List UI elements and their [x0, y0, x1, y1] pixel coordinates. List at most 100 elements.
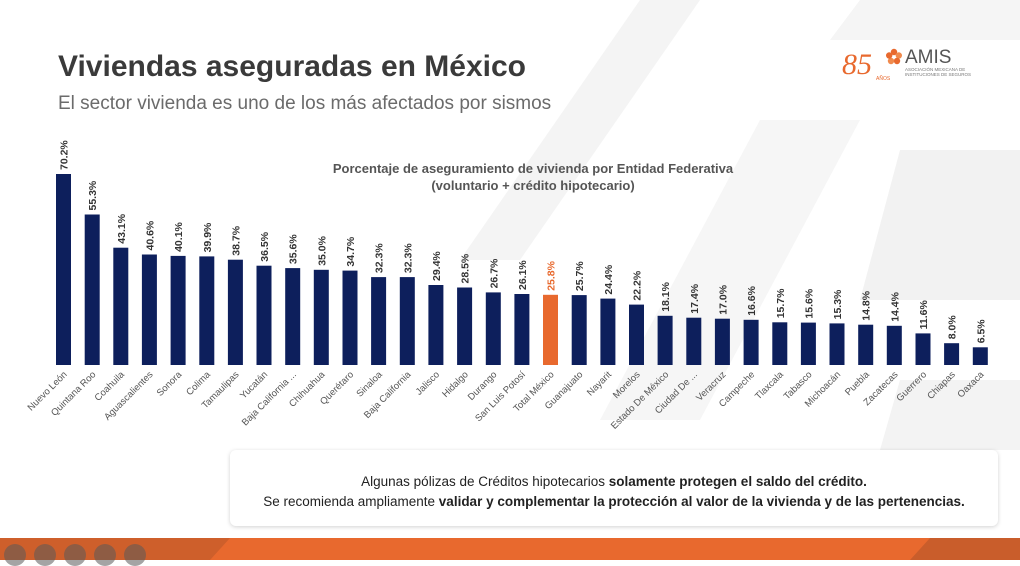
data-label-10: 34.7% — [345, 236, 357, 266]
logo-name: AMIS — [905, 47, 951, 68]
data-label-17: 25.8% — [546, 260, 558, 290]
logo-flower-icon — [886, 48, 902, 65]
captions-icon[interactable] — [64, 544, 86, 566]
logo-anos: AÑOS — [876, 75, 891, 82]
chart-title: Porcentaje de aseguramiento de vivienda … — [333, 161, 734, 176]
bar-18 — [571, 295, 587, 365]
data-label-19: 24.4% — [603, 264, 615, 294]
bar-2 — [113, 247, 129, 365]
bar-22 — [686, 317, 702, 365]
data-label-23: 17.0% — [717, 284, 729, 314]
bar-29 — [886, 325, 902, 365]
category-label-19: Nayarit — [585, 369, 614, 398]
data-label-24: 16.6% — [746, 285, 758, 315]
data-label-21: 18.1% — [660, 281, 672, 311]
bar-3 — [141, 254, 157, 365]
chart-subtitle: (voluntario + crédito hipotecario) — [431, 178, 634, 193]
data-label-14: 28.5% — [460, 253, 472, 283]
category-label-30: Guerrero — [894, 369, 929, 404]
data-label-8: 35.6% — [288, 234, 300, 264]
category-label-32: Oaxaca — [955, 369, 986, 400]
category-label-31: Chiapas — [925, 369, 958, 402]
bar-28 — [858, 324, 874, 365]
logo-line1: ASOCIACIÓN MEXICANA DE — [905, 66, 965, 72]
bar-16 — [514, 294, 530, 365]
bar-12 — [399, 277, 415, 365]
data-label-5: 39.9% — [202, 222, 214, 252]
bar-1 — [84, 214, 100, 365]
bar-13 — [428, 285, 444, 365]
bar-6 — [227, 259, 243, 365]
data-label-28: 14.8% — [861, 290, 873, 320]
bar-10 — [342, 270, 358, 365]
bar-19 — [600, 298, 616, 365]
bar-27 — [829, 323, 845, 365]
data-label-22: 17.4% — [689, 283, 701, 313]
footer-band — [0, 538, 1020, 560]
note-line-1: Algunas pólizas de Créditos hipotecarios… — [230, 472, 998, 492]
info-note: Algunas pólizas de Créditos hipotecarios… — [230, 450, 998, 526]
note-line-2-text: Se recomienda ampliamente — [263, 494, 439, 509]
presentation-toolbar — [4, 544, 146, 566]
note-line-1-emphasis: solamente protegen el saldo del crédito. — [608, 474, 867, 489]
bar-20 — [629, 304, 644, 365]
data-label-3: 40.6% — [144, 220, 156, 250]
note-line-2-emphasis: validar y complementar la protección al … — [438, 494, 965, 509]
more-icon[interactable] — [124, 544, 146, 566]
data-label-7: 36.5% — [259, 231, 271, 261]
bar-31 — [944, 343, 960, 365]
data-label-18: 25.7% — [574, 261, 586, 291]
data-label-25: 15.7% — [775, 288, 787, 318]
bar-23 — [714, 318, 730, 365]
amis-logo: 85 AÑOS AMIS ASOCIACIÓN MEXICANA DE INST… — [842, 47, 971, 82]
category-label-4: Sonora — [155, 369, 185, 399]
data-label-9: 35.0% — [316, 235, 328, 265]
data-label-0: 70.2% — [59, 140, 71, 170]
bar-11 — [371, 277, 387, 365]
previous-icon[interactable] — [4, 544, 26, 566]
logo-line2: INSTITUCIONES DE SEGUROS — [905, 72, 971, 77]
bar-9 — [313, 269, 329, 365]
bar-32 — [972, 347, 988, 365]
data-label-30: 11.6% — [918, 300, 930, 330]
logo-number: 85 — [842, 48, 872, 81]
note-line-1-text: Algunas pólizas de Créditos hipotecarios — [361, 474, 609, 489]
bar-25 — [772, 322, 788, 365]
data-label-26: 15.6% — [803, 288, 815, 318]
data-label-31: 8.0% — [947, 315, 959, 340]
bar-17 — [543, 294, 558, 365]
page-title: Viviendas aseguradas en México — [58, 50, 527, 83]
data-label-2: 43.1% — [116, 213, 128, 243]
bar-chart: Porcentaje de aseguramiento de vivienda … — [26, 140, 988, 432]
data-label-27: 15.3% — [832, 289, 844, 319]
bar-30 — [915, 333, 931, 365]
data-label-6: 38.7% — [230, 225, 242, 255]
bar-21 — [657, 315, 673, 365]
data-label-29: 14.4% — [889, 291, 901, 321]
data-label-13: 29.4% — [431, 251, 443, 281]
data-label-16: 26.1% — [517, 260, 529, 290]
search-icon[interactable] — [94, 544, 116, 566]
data-label-32: 6.5% — [975, 319, 987, 344]
data-label-11: 32.3% — [374, 243, 386, 273]
category-label-25: Tlaxcala — [753, 369, 786, 402]
data-label-15: 26.7% — [488, 258, 500, 288]
bar-26 — [800, 322, 816, 365]
note-line-2: Se recomienda ampliamente validar y comp… — [230, 492, 998, 512]
bar-5 — [199, 256, 215, 365]
data-label-12: 32.3% — [402, 243, 414, 273]
bar-4 — [170, 255, 186, 365]
category-label-13: Jalisco — [414, 369, 442, 397]
page-subtitle: El sector vivienda es uno de los más afe… — [58, 93, 552, 114]
bar-15 — [485, 292, 501, 365]
bar-7 — [256, 265, 272, 365]
bar-8 — [285, 268, 301, 365]
bar-0 — [56, 174, 71, 365]
data-label-4: 40.1% — [173, 221, 185, 251]
data-label-1: 55.3% — [87, 180, 99, 210]
category-label-16: San Luis Potosí — [473, 369, 528, 424]
pen-icon[interactable] — [34, 544, 56, 566]
bar-24 — [743, 319, 759, 365]
bar-14 — [457, 287, 473, 365]
data-label-20: 22.2% — [632, 270, 644, 300]
